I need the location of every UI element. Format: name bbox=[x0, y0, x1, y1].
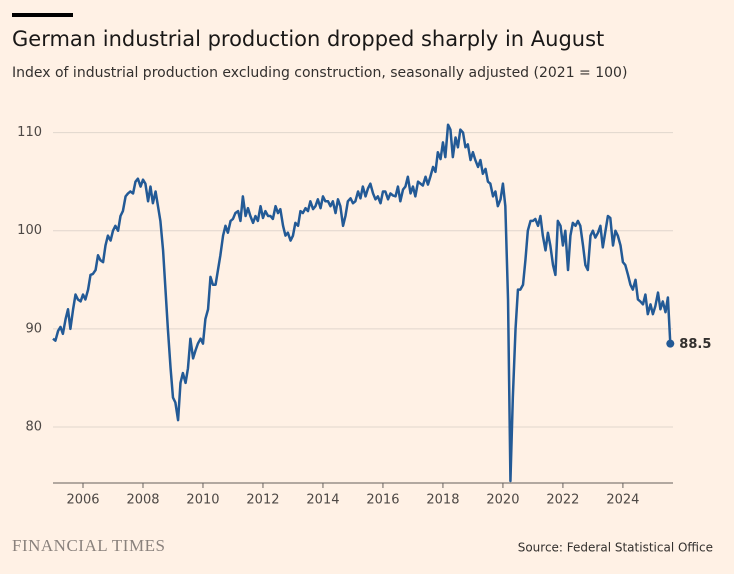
y-tick-label: 110 bbox=[17, 125, 42, 140]
source: Source: Federal Statistical Office bbox=[518, 541, 713, 555]
chart-title: German industrial production dropped sha… bbox=[12, 27, 604, 51]
y-tick-label: 100 bbox=[17, 223, 42, 238]
y-tick-label: 90 bbox=[25, 321, 42, 336]
x-tick-label: 2012 bbox=[246, 493, 279, 508]
x-tick-label: 2016 bbox=[366, 493, 399, 508]
title-bar bbox=[12, 13, 73, 17]
brand: FINANCIAL TIMES bbox=[12, 536, 165, 555]
x-tick-label: 2024 bbox=[606, 493, 639, 508]
chart-subtitle: Index of industrial production excluding… bbox=[12, 65, 627, 81]
series-line bbox=[52, 123, 672, 483]
x-tick-label: 2006 bbox=[66, 493, 99, 508]
x-tick-label: 2014 bbox=[306, 493, 339, 508]
end-point bbox=[666, 339, 675, 348]
x-tick-label: 2008 bbox=[126, 493, 159, 508]
x-tick-label: 2020 bbox=[486, 493, 519, 508]
x-tick-label: 2018 bbox=[426, 493, 459, 508]
end-label: 88.5 bbox=[679, 337, 711, 352]
x-tick-label: 2022 bbox=[546, 493, 579, 508]
y-tick-label: 80 bbox=[25, 420, 42, 435]
x-tick-label: 2010 bbox=[186, 493, 219, 508]
